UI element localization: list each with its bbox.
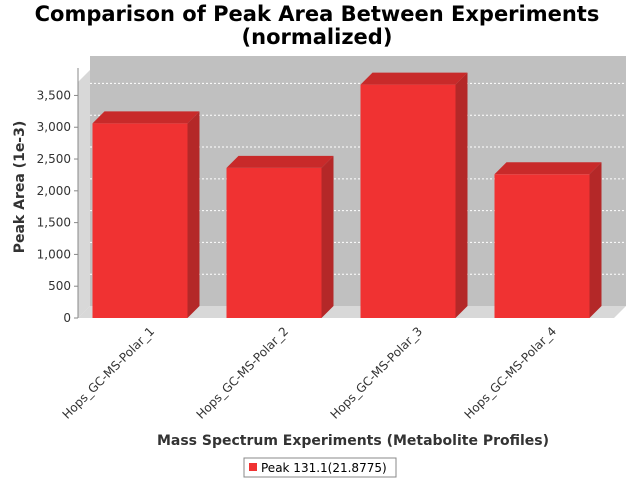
legend-label: Peak 131.1(21.8775) — [261, 461, 387, 475]
y-tick-label: 500 — [48, 279, 71, 293]
x-axis-label: Mass Spectrum Experiments (Metabolite Pr… — [157, 433, 549, 449]
bar-side — [455, 72, 468, 318]
x-tick-label: Hops_GC-MS-Polar_2 — [194, 324, 292, 422]
bar-top — [494, 162, 602, 175]
bar-front — [360, 84, 456, 318]
bar-top — [92, 111, 200, 124]
x-tick-label: Hops_GC-MS-Polar_4 — [462, 324, 560, 422]
bar — [360, 72, 468, 318]
chart-title-line2: (normalized) — [242, 25, 393, 49]
bar-front — [92, 123, 188, 319]
y-tick-label: 2,500 — [37, 152, 71, 166]
x-axis: Hops_GC-MS-Polar_1 Hops_GC-MS-Polar_2 Hops… — [60, 324, 560, 422]
plot-floor — [78, 306, 626, 318]
x-tick-label: Hops_GC-MS-Polar_1 — [60, 324, 158, 422]
legend-box — [243, 457, 397, 478]
y-tick-label: 1,500 — [37, 216, 71, 230]
bar-front — [226, 167, 322, 318]
bar-top — [226, 155, 334, 168]
bar-top — [360, 72, 468, 85]
y-axis-label: Peak Area (1e-3) — [12, 121, 28, 254]
bar-side — [321, 155, 334, 318]
y-tick-label: 3,500 — [37, 88, 71, 102]
legend-swatch — [249, 463, 257, 471]
y-axis: 0 500 1,000 1,500 2,000 2,500 3,000 3,500 — [37, 68, 79, 325]
bar — [494, 162, 602, 318]
legend: Peak 131.1(21.8775) — [243, 457, 397, 478]
x-tick-label: Hops_GC-MS-Polar_3 — [328, 324, 426, 422]
bar-side — [187, 111, 200, 319]
bar-front — [494, 174, 590, 318]
y-tick-label: 0 — [63, 311, 71, 325]
chart-title-line1: Comparison of Peak Area Between Experime… — [35, 2, 600, 26]
bar-side — [589, 162, 602, 318]
bars — [92, 72, 602, 319]
bar — [92, 111, 200, 319]
y-tick-label: 3,000 — [37, 120, 71, 134]
plot-left-wall — [78, 70, 90, 318]
bar — [226, 155, 334, 318]
y-tick-label: 1,000 — [37, 247, 71, 261]
y-tick-label: 2,000 — [37, 184, 71, 198]
